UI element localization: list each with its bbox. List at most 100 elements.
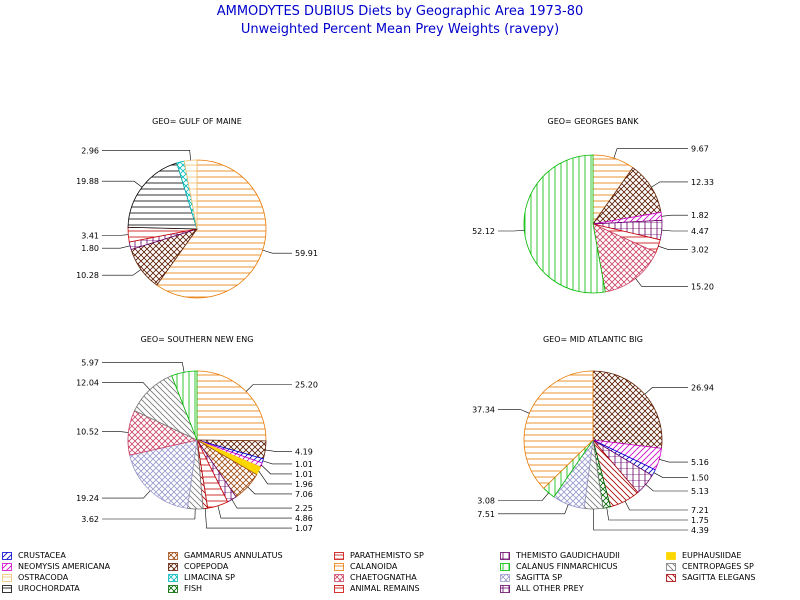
slice-value-label: 25.20 bbox=[295, 380, 318, 389]
slice-value-label: 4.86 bbox=[295, 514, 313, 523]
legend-label: CALANUS FINMARCHICUS bbox=[516, 562, 618, 571]
pie-title: GEO= MID ATLANTIC BIG bbox=[543, 335, 643, 344]
pie-charts: GEO= GULF OF MAINE 59.91 10.28 1.80 3.41 19.8… bbox=[76, 117, 714, 535]
legend-swatch bbox=[500, 562, 510, 571]
pie-slice-calanus-finmarchicus bbox=[171, 370, 198, 441]
pie-title: GEO= SOUTHERN NEW ENG bbox=[141, 335, 254, 344]
slice-value-label: 5.13 bbox=[691, 487, 709, 496]
slice-value-label: 1.50 bbox=[691, 473, 709, 482]
slice-value-label: 19.24 bbox=[76, 494, 99, 503]
legend-swatch bbox=[2, 573, 12, 582]
slice-value-label: 1.82 bbox=[691, 211, 709, 220]
pie-slice-calanoida bbox=[196, 370, 267, 442]
slice-value-label: 37.34 bbox=[472, 405, 495, 414]
leader-line bbox=[261, 464, 292, 475]
leader-line bbox=[498, 492, 549, 501]
slice-value-label: 2.96 bbox=[81, 146, 99, 155]
leader-line bbox=[653, 472, 688, 478]
leader-line bbox=[102, 245, 131, 249]
legend: CRUSTACEA GAMMARUS ANNULATUS PARATHEMISTO … bbox=[0, 548, 800, 600]
legend-label: THEMISTO GAUDICHAUDII bbox=[516, 551, 620, 560]
leader-line bbox=[258, 470, 292, 485]
slice-value-label: 7.21 bbox=[691, 506, 709, 515]
chart-subtitle: Unweighted Percent Mean Prey Weights (ra… bbox=[240, 22, 560, 37]
leader-line bbox=[217, 505, 292, 519]
leader-line bbox=[102, 150, 191, 161]
legend-label: ALL OTHER PREY bbox=[516, 584, 584, 593]
legend-swatch bbox=[666, 573, 676, 582]
legend-swatch bbox=[500, 551, 510, 560]
legend-label: CRUSTACEA bbox=[18, 551, 66, 560]
legend-label: SAGITTA SP bbox=[516, 573, 563, 582]
legend-label: CENTROPAGES SP bbox=[682, 562, 754, 571]
chart-title: AMMODYTES DUBIUS Diets by Geographic Are… bbox=[216, 4, 584, 19]
legend-label: LIMACINA SP bbox=[184, 573, 235, 582]
legend-swatch bbox=[500, 573, 510, 582]
legend-swatch bbox=[168, 584, 178, 593]
legend-swatch bbox=[666, 551, 676, 560]
leader-line bbox=[102, 508, 196, 520]
legend-label: COPEPODA bbox=[184, 562, 229, 571]
leader-line bbox=[606, 507, 688, 521]
pie-gulf-of-maine: GEO= GULF OF MAINE 59.91 10.28 1.80 3.41 19.8… bbox=[76, 117, 318, 299]
slice-value-label: 4.47 bbox=[691, 227, 709, 236]
legend-item-neomysis-americana: NEOMYSIS AMERICANA bbox=[2, 561, 110, 572]
legend-label: CALANOIDA bbox=[350, 562, 398, 571]
slice-value-label: 12.33 bbox=[691, 178, 714, 187]
leader-line bbox=[613, 148, 688, 159]
legend-label: FISH bbox=[184, 584, 203, 593]
legend-swatch bbox=[334, 551, 344, 560]
pie-southern-new-eng: GEO= SOUTHERN NEW ENG25.204.191.011.011.… bbox=[76, 335, 318, 533]
slice-value-label: 9.67 bbox=[691, 145, 709, 154]
legend-swatch bbox=[168, 551, 178, 560]
legend-item-gammarus-annulatus: GAMMARUS ANNULATUS bbox=[168, 550, 283, 561]
legend-item-sagitta-sp: SAGITTA SP bbox=[500, 572, 562, 583]
leader-line bbox=[498, 409, 530, 414]
slice-value-label: 5.16 bbox=[691, 458, 709, 467]
legend-swatch bbox=[2, 584, 12, 593]
leader-line bbox=[658, 245, 688, 250]
legend-label: EUPHAUSIIDAE bbox=[682, 551, 742, 560]
pie-title: GEO= GULF OF MAINE bbox=[152, 117, 242, 126]
slice-value-label: 1.01 bbox=[295, 460, 313, 469]
pie-slice-sagitta-sp bbox=[129, 439, 198, 509]
legend-label: SAGITTA ELEGANS bbox=[682, 573, 756, 582]
slice-value-label: 5.97 bbox=[81, 358, 99, 367]
slice-value-label: 1.07 bbox=[295, 524, 313, 533]
legend-label: OSTRACODA bbox=[18, 573, 69, 582]
leader-line bbox=[659, 459, 688, 463]
leader-line bbox=[265, 449, 292, 452]
legend-item-limacina-sp: LIMACINA SP bbox=[168, 572, 235, 583]
legend-item-calanoida: CALANOIDA bbox=[334, 561, 397, 572]
slice-value-label: 3.41 bbox=[81, 231, 99, 240]
leader-line bbox=[245, 384, 292, 392]
leader-line bbox=[262, 249, 292, 254]
legend-item-animal-remains: ANIMAL REMAINS bbox=[334, 583, 420, 594]
legend-label: PARATHEMISTO SP bbox=[350, 551, 424, 560]
legend-swatch bbox=[2, 562, 12, 571]
slice-value-label: 4.39 bbox=[691, 526, 709, 535]
leader-line bbox=[102, 269, 142, 276]
legend-item-sagitta-elegans: SAGITTA ELEGANS bbox=[666, 572, 755, 583]
legend-item-fish: FISH bbox=[168, 583, 202, 594]
legend-swatch bbox=[334, 584, 344, 593]
legend-item-urochordata: UROCHORDATA bbox=[2, 583, 80, 594]
legend-swatch bbox=[168, 562, 178, 571]
legend-item-all-other-prey: ALL OTHER PREY bbox=[500, 583, 584, 594]
legend-item-themisto-gaudichaudii: THEMISTO GAUDICHAUDII bbox=[500, 550, 620, 561]
leader-line bbox=[205, 508, 292, 529]
leader-line bbox=[262, 460, 292, 465]
pie-slice-calanoida bbox=[156, 159, 267, 299]
slice-value-label: 7.51 bbox=[477, 510, 495, 519]
pie-slice-urochordata bbox=[127, 162, 198, 230]
pie-slice-copepoda bbox=[592, 370, 663, 449]
slice-value-label: 3.08 bbox=[477, 496, 495, 505]
legend-swatch bbox=[168, 573, 178, 582]
slice-value-label: 1.96 bbox=[295, 480, 313, 489]
leader-line bbox=[593, 508, 688, 531]
legend-item-ostracoda: OSTRACODA bbox=[2, 572, 68, 583]
leader-line bbox=[498, 504, 569, 515]
slice-value-label: 1.80 bbox=[81, 244, 99, 253]
legend-label: UROCHORDATA bbox=[18, 584, 80, 593]
leader-line bbox=[635, 278, 688, 287]
